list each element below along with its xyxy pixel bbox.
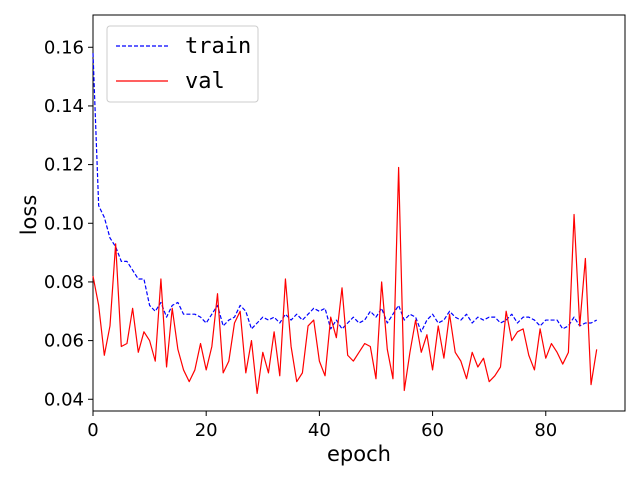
legend-box	[106, 25, 259, 103]
x-tick-label: 20	[195, 420, 218, 441]
y-tick-label: 0.14	[44, 96, 84, 117]
x-tick-label: 60	[421, 420, 444, 441]
y-tick-label: 0.08	[44, 272, 84, 293]
plot-frame	[92, 14, 626, 412]
y-tick-label: 0.06	[44, 331, 84, 352]
legend: train val	[106, 25, 259, 103]
legend-val-label: val	[185, 69, 225, 94]
y-tick-label: 0.12	[44, 155, 84, 176]
y-tick-label: 0.16	[44, 37, 84, 58]
series-line-val	[92, 166, 598, 394]
series-layer	[92, 53, 598, 394]
x-axis-ticks: 0 20 40 60 80	[87, 411, 557, 441]
y-tick-label: 0.04	[44, 389, 84, 410]
y-axis-label: loss	[17, 195, 41, 236]
x-tick-label: 0	[87, 420, 98, 441]
x-tick-label: 80	[534, 420, 557, 441]
y-tick-label: 0.10	[44, 213, 84, 234]
y-axis-ticks: 0.04 0.06 0.08 0.10 0.12 0.14 0.16	[44, 37, 93, 410]
x-axis-label: epoch	[327, 442, 391, 466]
legend-train-label: train	[185, 34, 251, 59]
x-tick-label: 40	[308, 420, 331, 441]
